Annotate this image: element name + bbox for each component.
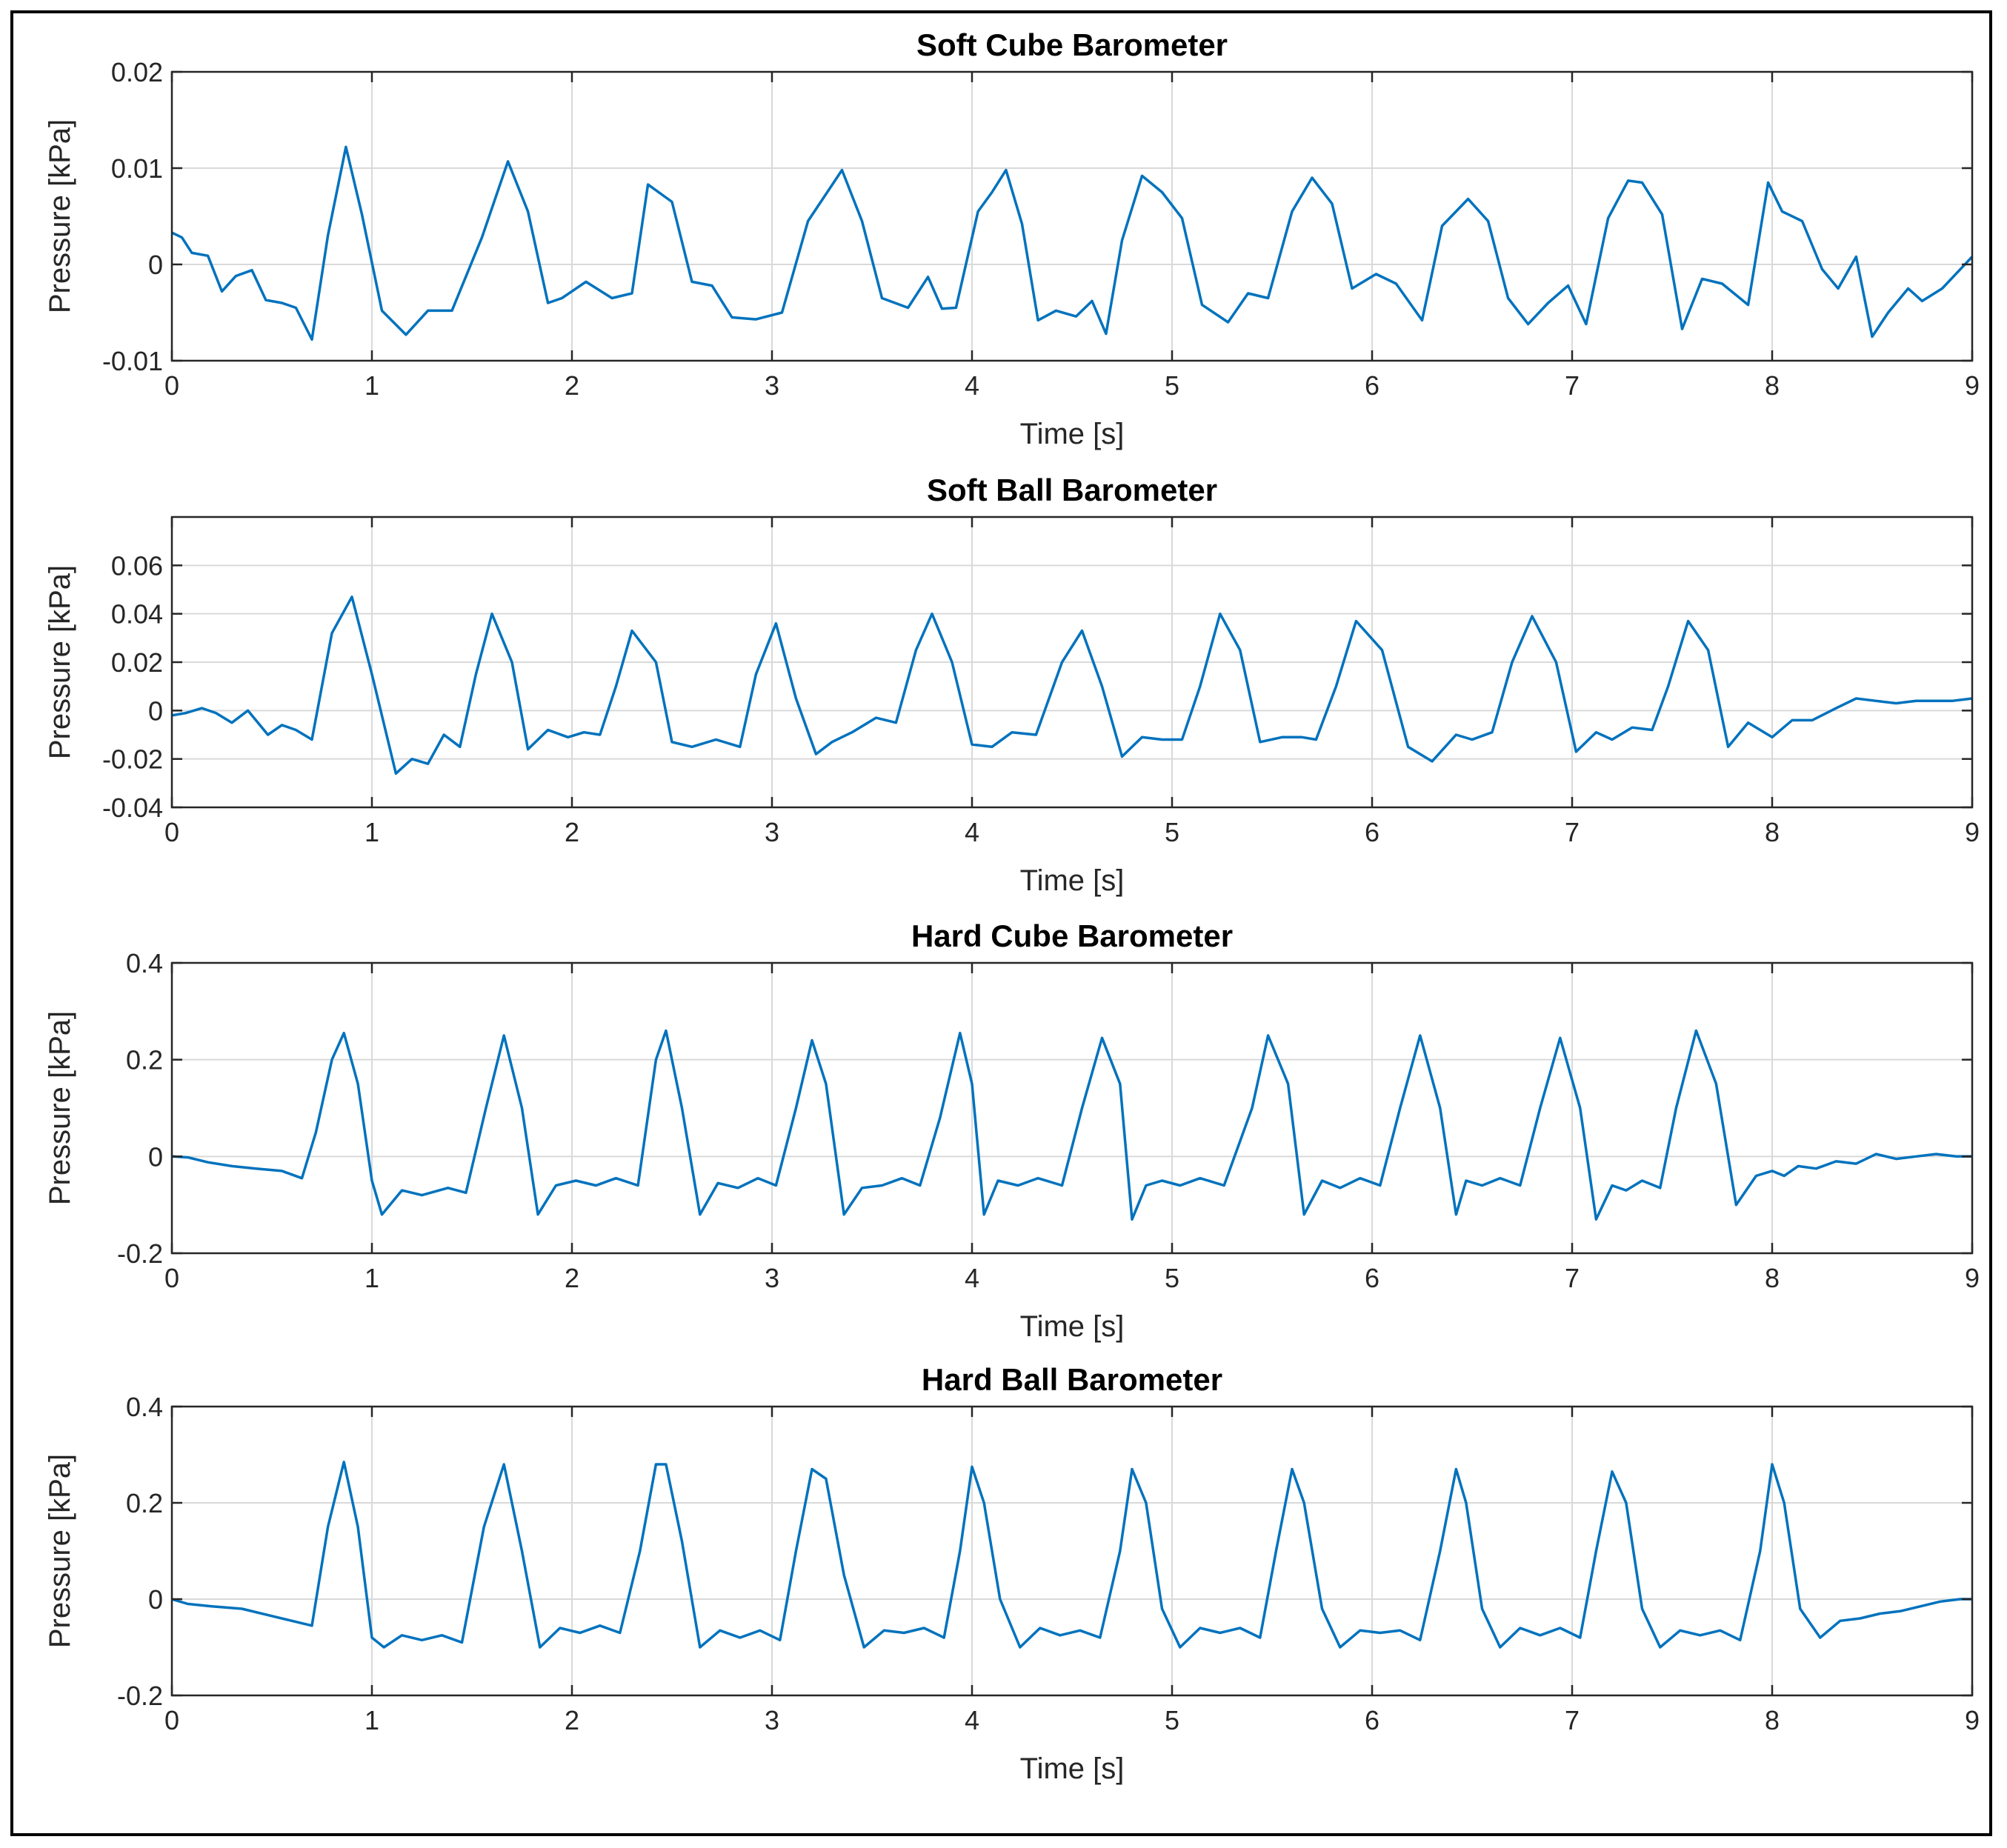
y-tick-label: 0.01 [111,153,163,184]
x-tick-label: 1 [365,817,379,847]
x-tick-label: 4 [965,1705,979,1735]
y-tick-label: 0.02 [111,57,163,87]
plot-area [172,1407,1972,1695]
y-axis-label: Pressure [kPa] [44,1011,76,1205]
y-tick-label: 0.02 [111,647,163,678]
subplot-hard-cube-barometer: Hard Cube Barometer Time [s] Pressure [k… [44,918,1980,1343]
x-tick-label: 6 [1365,817,1379,847]
y-tick-label: 0.04 [111,599,163,630]
y-tick-label: 0.2 [126,1045,163,1075]
axes-box [170,1405,1974,1697]
y-tick-label: -0.2 [117,1681,163,1711]
x-tick-label: 6 [1365,1263,1379,1293]
subplot-soft-ball-barometer: Soft Ball Barometer Time [s] Pressure [k… [44,473,1980,897]
x-tick-label: 0 [164,817,179,847]
axes-box [170,70,1974,362]
x-tick-label: 2 [565,1263,579,1293]
x-tick-label: 7 [1565,817,1580,847]
x-tick-label: 9 [1965,1705,1980,1735]
x-tick-label: 9 [1965,817,1980,847]
series-line [172,596,1972,775]
x-tick-label: 9 [1965,1263,1980,1293]
y-axis-label: Pressure [kPa] [44,565,76,759]
x-axis-label: Time [s] [1020,864,1125,897]
x-tick-label: 6 [1365,370,1379,401]
y-tick-label: 0.2 [126,1488,163,1518]
plot-area [172,72,1972,361]
x-tick-label: 0 [164,1705,179,1735]
plot-title: Hard Ball Barometer [922,1362,1222,1397]
x-tick-label: 9 [1965,370,1980,401]
y-axis-label: Pressure [kPa] [44,1454,76,1648]
x-tick-label: 5 [1165,817,1179,847]
x-tick-label: 4 [965,1263,979,1293]
y-tick-label: 0.4 [126,1392,163,1422]
x-tick-label: 7 [1565,370,1580,401]
y-tick-label: 0 [148,1584,163,1615]
y-tick-label: 0 [148,695,163,726]
x-tick-label: 2 [565,1705,579,1735]
x-tick-label: 5 [1165,370,1179,401]
y-axis-label: Pressure [kPa] [44,119,76,313]
x-tick-label: 0 [164,370,179,401]
x-tick-label: 7 [1565,1705,1580,1735]
y-tick-label: 0 [148,250,163,280]
x-tick-label: 4 [965,370,979,401]
x-tick-label: 8 [1765,817,1780,847]
axes-box [170,961,1974,1255]
x-tick-label: 4 [965,817,979,847]
x-tick-label: 1 [365,370,379,401]
x-tick-label: 2 [565,817,579,847]
x-tick-label: 3 [765,1705,779,1735]
y-tick-label: 0 [148,1141,163,1172]
series-line [172,1029,1972,1221]
x-tick-label: 8 [1765,370,1780,401]
x-tick-label: 3 [765,817,779,847]
plot-area [172,963,1972,1253]
x-tick-label: 5 [1165,1263,1179,1293]
x-tick-label: 0 [164,1263,179,1293]
x-tick-label: 8 [1765,1263,1780,1293]
subplot-hard-ball-barometer: Hard Ball Barometer Time [s] Pressure [k… [44,1362,1980,1785]
x-axis-label: Time [s] [1020,1310,1125,1343]
y-tick-label: 0.06 [111,550,163,581]
figure-frame [10,10,1992,1836]
series-line [172,145,1972,341]
x-tick-label: 6 [1365,1705,1379,1735]
plot-title: Soft Ball Barometer [927,473,1217,507]
plot-title: Soft Cube Barometer [916,27,1228,62]
x-tick-label: 5 [1165,1705,1179,1735]
series-line [172,1461,1972,1649]
subplot-soft-cube-barometer: Soft Cube Barometer Time [s] Pressure [k… [44,27,1980,450]
y-tick-label: 0.4 [126,948,163,978]
plot-title: Hard Cube Barometer [911,918,1233,953]
y-tick-label: -0.2 [117,1238,163,1269]
x-tick-label: 3 [765,1263,779,1293]
x-axis-label: Time [s] [1020,1752,1125,1785]
x-tick-label: 1 [365,1263,379,1293]
y-tick-label: -0.02 [102,744,163,775]
x-tick-label: 1 [365,1705,379,1735]
x-tick-label: 3 [765,370,779,401]
x-tick-label: 2 [565,370,579,401]
y-tick-label: -0.01 [102,346,163,376]
x-tick-label: 8 [1765,1705,1780,1735]
x-tick-label: 7 [1565,1263,1580,1293]
x-axis-label: Time [s] [1020,418,1125,450]
y-tick-label: -0.04 [102,793,163,823]
